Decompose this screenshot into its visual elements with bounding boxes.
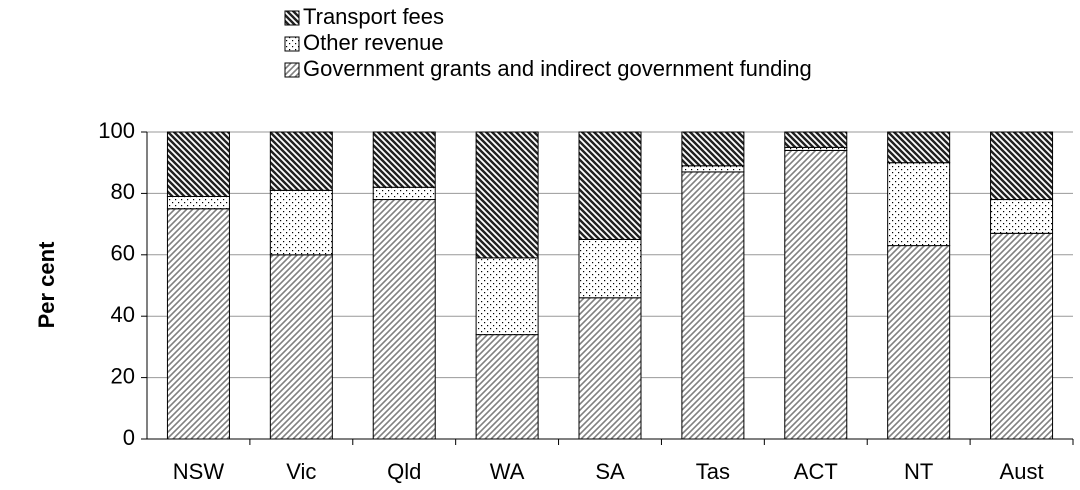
y-tick-label: 100	[98, 118, 135, 143]
bar-segment	[372, 131, 436, 188]
bar-segment	[578, 131, 642, 240]
y-tick-label: 40	[111, 302, 135, 327]
bar-segment	[269, 254, 333, 440]
bar-segment	[475, 257, 539, 336]
bar-segment	[372, 199, 436, 440]
bar-segment	[887, 131, 951, 164]
bar-segment	[269, 189, 333, 256]
bar-segment	[578, 297, 642, 440]
x-tick-label: Tas	[696, 459, 730, 484]
x-tick-label: Vic	[286, 459, 316, 484]
bar-segment	[681, 131, 745, 167]
y-tick-label: 60	[111, 241, 135, 266]
bar-segment	[269, 131, 333, 191]
bar-segment	[990, 131, 1054, 201]
bar-segment	[475, 131, 539, 259]
bar-segment	[784, 131, 848, 148]
y-tick-label: 0	[123, 425, 135, 450]
x-tick-label: NT	[904, 459, 933, 484]
bar-segment	[887, 162, 951, 247]
bar-segment	[887, 245, 951, 440]
bar-segment	[681, 165, 745, 173]
bar-segment	[166, 195, 230, 210]
bar-segment	[372, 186, 436, 201]
bar-segment	[990, 232, 1054, 440]
x-tick-label: Qld	[387, 459, 421, 484]
bar-segment	[578, 238, 642, 299]
bar-segment	[166, 208, 230, 440]
bar-segment	[475, 334, 539, 440]
legend-swatch	[284, 36, 300, 52]
x-tick-label: ACT	[794, 459, 838, 484]
bar-segment	[166, 131, 230, 197]
bar-segment	[990, 199, 1054, 234]
x-tick-label: SA	[595, 459, 625, 484]
bar-segment	[784, 149, 848, 440]
y-tick-label: 20	[111, 363, 135, 388]
legend-label: Government grants and indirect governmen…	[303, 56, 812, 81]
y-axis-label: Per cent	[34, 241, 59, 328]
x-tick-label: NSW	[173, 459, 225, 484]
x-tick-label: WA	[490, 459, 525, 484]
legend-swatch	[284, 62, 300, 78]
legend-swatch	[284, 10, 300, 26]
y-tick-label: 80	[111, 179, 135, 204]
bar-segment	[681, 171, 745, 440]
x-tick-label: Aust	[1000, 459, 1044, 484]
legend-label: Transport fees	[303, 4, 444, 29]
legend-label: Other revenue	[303, 30, 444, 55]
